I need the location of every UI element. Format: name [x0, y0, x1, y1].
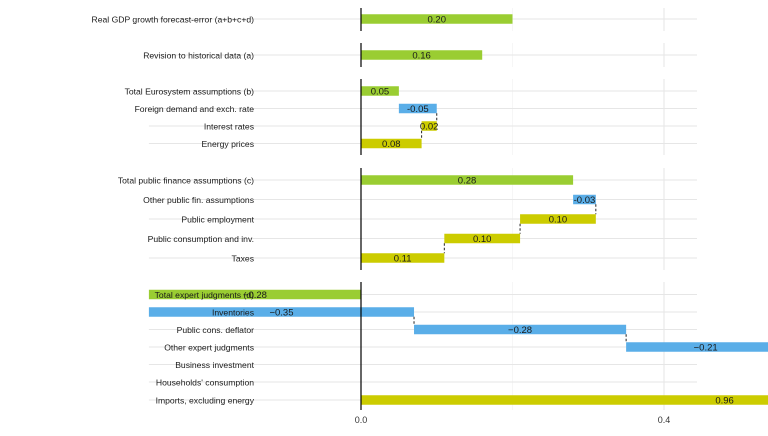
bar-total [361, 14, 513, 24]
category-label: Total Eurosystem assumptions (b) [125, 86, 255, 96]
category-label: Public cons. deflator [177, 325, 255, 335]
bar-positive [421, 121, 437, 131]
category-label: Inventories [212, 307, 254, 317]
bar-negative [414, 324, 627, 335]
bar-total [361, 50, 483, 60]
value-label: -0.05 [407, 104, 429, 115]
bar-positive [444, 233, 521, 244]
category-label: Taxes [232, 253, 254, 263]
value-label: −0.28 [243, 290, 267, 301]
bar-negative [573, 194, 596, 205]
category-label: Energy prices [201, 139, 254, 149]
bar-positive [361, 138, 422, 149]
bar-negative [148, 307, 415, 317]
bars-layer [148, 8, 768, 410]
bar-total [361, 175, 574, 185]
bar-total [148, 289, 361, 300]
value-label: −0.35 [269, 307, 293, 318]
category-label: Other expert judgments [164, 342, 254, 352]
category-label: Public consumption and inv. [148, 234, 254, 244]
category-label: Business investment [175, 360, 254, 370]
category-label: Imports, excluding energy [156, 395, 255, 405]
value-label: -0.03 [574, 195, 596, 206]
value-label: 0.20 [428, 14, 447, 25]
value-label: 0.08 [382, 139, 401, 150]
bar-negative [398, 103, 437, 114]
value-label: 0.11 [394, 253, 412, 264]
labels-layer: 0.20 Real GDP growth forecast-error (a+b+… [92, 14, 734, 425]
value-label: −0.21 [694, 342, 718, 353]
value-label: 0.05 [371, 86, 390, 97]
value-label: 0.16 [412, 50, 431, 61]
x-tick-label: 0.4 [658, 415, 671, 425]
bar-total [361, 86, 399, 96]
value-label: 0.10 [473, 234, 492, 245]
value-label: −0.28 [508, 325, 532, 336]
bar-positive [520, 214, 596, 224]
category-label: Revision to historical data (a) [143, 50, 254, 60]
category-label: Total expert judgments (d) [155, 290, 254, 300]
category-label: Households' consumption [156, 377, 254, 387]
value-label: 0.96 [715, 395, 734, 406]
bar-positive [361, 395, 768, 405]
bar-positive [361, 253, 445, 263]
category-label: Public employment [181, 214, 254, 224]
value-label: 0.10 [549, 214, 568, 225]
category-label: Other public fin. assumptions [143, 195, 254, 205]
bar-negative [626, 342, 768, 352]
x-tick-label: 0.0 [355, 415, 368, 425]
value-label: 0.28 [458, 175, 477, 186]
category-label: Foreign demand and exch. rate [135, 104, 255, 114]
value-label: 0.02 [420, 121, 439, 132]
category-label: Interest rates [204, 121, 254, 131]
category-label: Total public finance assumptions (c) [118, 175, 254, 185]
category-label: Real GDP growth forecast-error (a+b+c+d) [92, 14, 255, 24]
